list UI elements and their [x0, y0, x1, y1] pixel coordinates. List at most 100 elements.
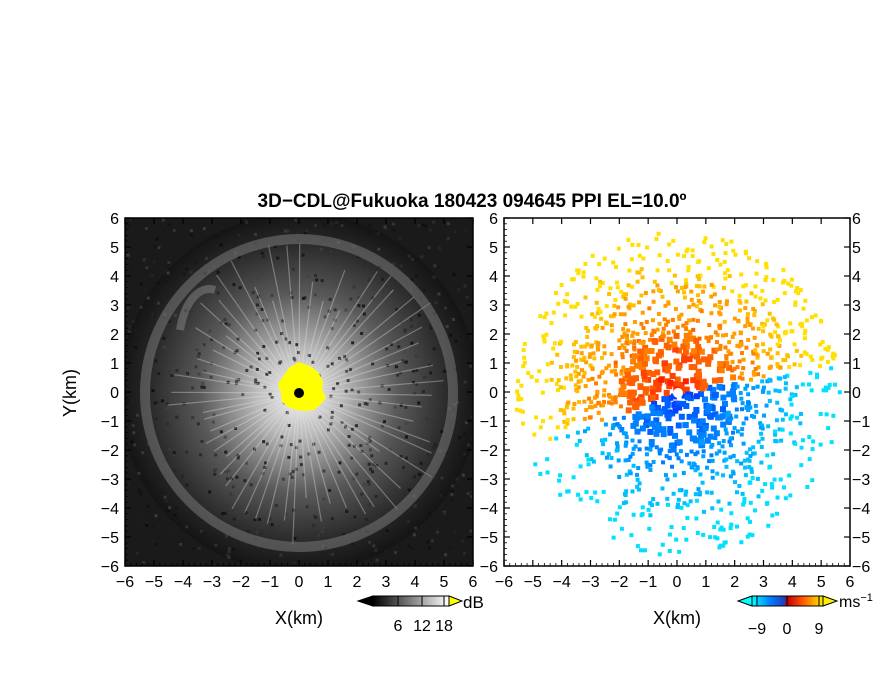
velocity-pixel [709, 335, 714, 340]
velocity-pixel [589, 405, 594, 410]
velocity-pixel [711, 252, 716, 257]
speckle [279, 553, 283, 557]
figure-title: 3D−CDL@Fukuoka 180423 094645 PPI EL=10.0… [258, 191, 687, 212]
velocity-pixel [545, 362, 550, 367]
velocity-pixel [635, 411, 642, 418]
ray [219, 392, 300, 475]
velocity-pixel [686, 264, 691, 269]
speckle [384, 461, 388, 465]
speckle [311, 360, 315, 364]
velocity-pixel [652, 279, 657, 284]
velocity-pixel [630, 422, 637, 429]
speckle [417, 224, 421, 228]
speckle [318, 415, 322, 419]
velocity-pixel [648, 439, 655, 446]
velocity-pixel [712, 411, 719, 418]
speckle [202, 227, 206, 231]
velocity-pixel [753, 366, 758, 371]
speckle [200, 530, 204, 534]
velocity-pixel [753, 294, 758, 299]
velocity-pixel [635, 279, 640, 284]
velocity-pixel [645, 376, 652, 383]
velocity-pixel [701, 509, 706, 514]
velocity-pixel [720, 421, 727, 428]
velocity-pixel [684, 537, 689, 542]
velocity-pixel [750, 475, 755, 480]
velocity-pixel [773, 432, 778, 437]
speckle [469, 529, 473, 533]
velocity-pixel [696, 418, 703, 425]
velocity-pixel [793, 441, 798, 446]
velocity-pixel [578, 378, 583, 383]
velocity-pixel [565, 363, 570, 368]
velocity-pixel [718, 312, 723, 317]
speckle [194, 365, 198, 369]
velocity-pixel [817, 364, 822, 369]
velocity-pixel [731, 382, 738, 389]
velocity-pixel [634, 428, 641, 435]
velocity-pixel [622, 312, 627, 317]
velocity-pixel [600, 281, 605, 286]
speckle [463, 452, 467, 456]
velocity-pixel [723, 251, 728, 256]
velocity-pixel [591, 459, 596, 464]
speckle [436, 530, 440, 534]
speckle [255, 367, 259, 371]
velocity-pixel [756, 326, 761, 331]
velocity-pixel [701, 532, 706, 537]
velocity-pixel [656, 410, 663, 417]
velocity-pixel [618, 378, 625, 385]
velocity-pixel [638, 340, 643, 345]
velocity-pixel [671, 401, 678, 408]
velocity-pixel [618, 387, 625, 394]
speckle [292, 508, 296, 512]
speckle [248, 560, 252, 564]
velocity-pixel [611, 260, 616, 265]
velocity-pixel [672, 407, 679, 414]
velocity-pixel [538, 471, 543, 476]
velocity-pixel [706, 266, 711, 271]
speckle [235, 349, 239, 353]
velocity-pixel [639, 413, 646, 420]
speckle [284, 512, 288, 516]
velocity-pixel [831, 356, 836, 361]
velocity-pixel [609, 323, 614, 328]
velocity-pixel [796, 291, 801, 296]
speckle [236, 337, 240, 341]
velocity-colorbar-right-arrow [822, 595, 839, 607]
velocity-pixel [655, 327, 660, 332]
velocity-pixel [756, 365, 761, 370]
velocity-pixel [684, 278, 689, 283]
velocity-pixel [827, 382, 832, 387]
velocity-pixel [615, 444, 620, 449]
velocity-pixel [667, 449, 672, 454]
speckle [404, 405, 408, 409]
speckle [327, 309, 331, 313]
velocity-pixel [559, 283, 564, 288]
speckle [170, 353, 174, 357]
velocity-pixel [640, 341, 645, 346]
velocity-pixel [579, 351, 584, 356]
speckle [389, 342, 393, 346]
velocity-pixel [609, 401, 614, 406]
speckle [360, 449, 364, 453]
velocity-pixel [558, 365, 563, 370]
speckle [191, 546, 195, 550]
speckle [268, 527, 272, 531]
velocity-pixel [615, 422, 620, 427]
velocity-pixel [684, 452, 689, 457]
velocity-pixel [579, 344, 584, 349]
velocity-pixel [602, 344, 607, 349]
velocity-pixel [598, 310, 603, 315]
speckle [428, 363, 432, 367]
velocity-pixel [592, 356, 597, 361]
velocity-pixel [710, 458, 715, 463]
speckle [433, 476, 437, 480]
velocity-pixel [764, 403, 769, 408]
velocity-pixel [666, 383, 673, 390]
speckle [256, 381, 260, 385]
velocity-pixel [631, 303, 636, 308]
speckle [232, 548, 236, 552]
velocity-pixel [749, 291, 754, 296]
velocity-pixel [601, 442, 606, 447]
